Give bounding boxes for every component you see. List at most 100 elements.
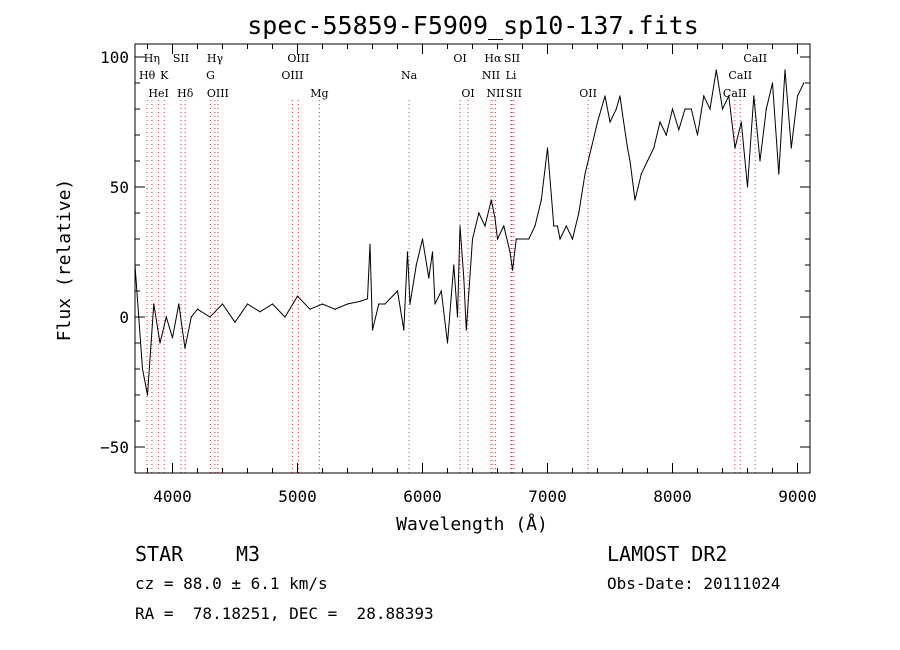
data-point xyxy=(604,95,606,97)
data-point xyxy=(609,121,611,123)
data-point xyxy=(494,217,496,219)
data-point xyxy=(141,368,144,370)
coordinates: RA = 78.18251, DEC = 28.88393 xyxy=(135,604,434,623)
line-marker-label: OIII xyxy=(281,69,303,82)
data-point xyxy=(234,321,236,323)
data-point xyxy=(565,225,567,227)
data-point xyxy=(403,329,405,331)
data-point xyxy=(184,347,186,349)
object-subclass: M3 xyxy=(236,542,261,566)
data-point xyxy=(556,225,559,227)
data-point xyxy=(629,160,631,162)
data-point xyxy=(153,303,155,305)
data-point xyxy=(678,129,680,131)
y-tick-label: −50 xyxy=(100,438,129,457)
data-point xyxy=(459,225,461,227)
data-point xyxy=(600,108,602,110)
survey-name: LAMOST DR2 xyxy=(607,542,728,566)
data-point xyxy=(246,303,249,305)
data-point xyxy=(696,134,699,136)
data-point xyxy=(684,108,686,110)
plot-frame xyxy=(134,43,811,474)
data-point xyxy=(334,308,336,310)
data-point xyxy=(715,69,717,71)
y-tick-label: 0 xyxy=(119,308,129,327)
data-point xyxy=(634,199,636,201)
line-marker-label: NII xyxy=(486,87,504,100)
data-point xyxy=(509,251,511,253)
data-point xyxy=(346,303,349,305)
line-marker-label: OI xyxy=(461,87,474,100)
data-point xyxy=(396,290,399,292)
x-tick-label: 5000 xyxy=(278,487,317,506)
data-point xyxy=(640,173,642,175)
data-point xyxy=(503,225,505,227)
data-point xyxy=(384,303,386,305)
data-point xyxy=(446,342,449,344)
data-point xyxy=(778,173,780,175)
data-point xyxy=(528,238,530,240)
data-point xyxy=(671,108,674,110)
data-point xyxy=(534,225,536,227)
data-point xyxy=(803,82,805,84)
data-point xyxy=(159,342,161,344)
data-point xyxy=(515,238,517,240)
line-marker-label: HeI xyxy=(148,87,168,100)
data-point xyxy=(463,277,465,279)
data-point xyxy=(284,316,286,318)
x-tick-label: 7000 xyxy=(528,487,567,506)
line-marker-label: CaII xyxy=(743,52,767,65)
data-point xyxy=(369,243,371,245)
spectrum-line-0 xyxy=(134,69,805,396)
line-marker-label: OII xyxy=(579,87,597,100)
data-point xyxy=(440,290,442,292)
data-point xyxy=(366,298,369,300)
x-tick-label: 9000 xyxy=(778,487,817,506)
data-point xyxy=(146,394,149,396)
data-point xyxy=(646,160,649,162)
data-point xyxy=(653,147,655,149)
data-point xyxy=(790,147,792,149)
y-tick-label: 50 xyxy=(110,178,129,197)
data-point xyxy=(378,303,380,305)
data-point xyxy=(321,303,324,305)
data-point xyxy=(431,251,434,253)
line-marker-label: Hη xyxy=(144,52,160,65)
line-marker-group xyxy=(146,100,756,473)
line-marker-label: SII xyxy=(506,87,522,100)
data-point xyxy=(496,238,499,240)
data-point xyxy=(659,121,661,123)
data-point xyxy=(371,329,374,331)
line-marker-label: Hθ xyxy=(139,69,156,82)
data-point xyxy=(471,238,474,240)
line-marker-label: CaII xyxy=(728,69,752,82)
data-point xyxy=(406,251,409,253)
data-point xyxy=(690,108,692,110)
data-point xyxy=(165,316,167,318)
data-point xyxy=(553,225,555,227)
line-marker-label: Hγ xyxy=(207,52,224,65)
data-point xyxy=(728,95,730,97)
y-axis-label: Flux (relative) xyxy=(54,179,75,342)
line-marker-label: Hα xyxy=(484,52,502,65)
data-point xyxy=(578,212,580,214)
data-point xyxy=(511,269,514,271)
axis-tick-group: 4000 5000 6000 7000 8000 9000 −50 0 50 100 xyxy=(100,44,817,506)
data-point xyxy=(746,186,749,188)
chart-title: spec-55859-F5909_sp10-137.fits xyxy=(247,11,699,40)
data-point xyxy=(309,308,311,310)
x-tick-label: 8000 xyxy=(653,487,692,506)
redshift-velocity: cz = 88.0 ± 6.1 km/s xyxy=(135,574,328,593)
data-point xyxy=(478,212,480,214)
spectrum-series-group xyxy=(134,69,805,396)
data-point xyxy=(709,108,711,110)
line-marker-label: SII xyxy=(173,52,189,65)
data-point xyxy=(171,337,174,339)
data-point xyxy=(409,303,411,305)
data-point xyxy=(465,329,467,331)
data-point xyxy=(296,295,299,297)
data-point xyxy=(359,300,361,302)
data-point xyxy=(546,147,549,149)
